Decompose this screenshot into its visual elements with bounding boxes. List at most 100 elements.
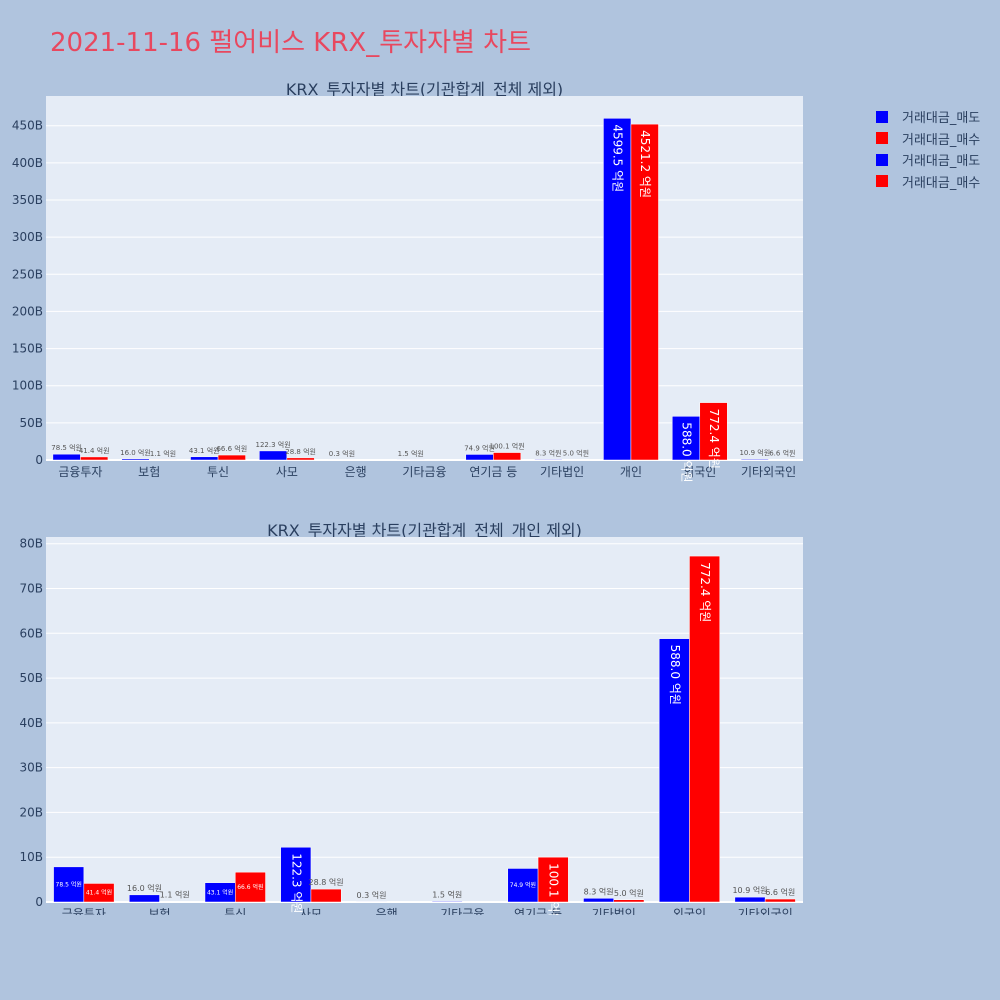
y-tick-label: 250B	[12, 267, 43, 281]
data-label: 122.3 억원	[256, 440, 291, 449]
x-tick-label: 보험	[138, 465, 160, 479]
bar-chart-excluding-institutions-and-individuals: KRX_투자자별 차트(기관합계_전체_개인 제외) 0 10B 20B 30B 40B 5…	[19, 521, 803, 915]
bar-buy	[83, 883, 115, 903]
legend-item-buy-2[interactable]: 거래대금_매수	[876, 171, 980, 193]
legend-swatch-sell	[876, 153, 888, 166]
data-label: 4599.5 억원	[611, 124, 625, 192]
data-label: 122.3 억원	[289, 853, 303, 913]
data-label: 1.1 억원	[160, 890, 190, 900]
data-label: 1.1 억원	[150, 449, 176, 458]
bar-buy	[537, 856, 569, 903]
data-label: 41.4 억원	[79, 446, 110, 455]
data-label: 100.1 억원	[547, 863, 561, 915]
legend-label: 거래대금_매도	[902, 154, 981, 170]
y-tick-label: 0	[35, 895, 43, 909]
bar-sell	[671, 416, 701, 461]
bar-sell	[740, 458, 769, 461]
legend-swatch-buy	[876, 175, 888, 188]
x-tick-label: 기타법인	[592, 907, 636, 915]
page-title: 2021-11-16 펄어비스 KRX_투자자별 차트	[50, 28, 532, 58]
bar-buy	[689, 555, 720, 903]
data-label: 5.0 억원	[563, 449, 589, 458]
bar-sell	[465, 454, 494, 461]
bar-sell	[52, 453, 81, 461]
y-tick-label: 40B	[19, 716, 43, 730]
x-tick-label: 사모	[276, 465, 298, 479]
x-tick-label: 연기금 등	[514, 907, 562, 915]
data-label: 43.1 억원	[207, 888, 233, 896]
legend-item-buy-1[interactable]: 거래대금_매수	[876, 128, 980, 150]
legend-swatch-sell	[876, 110, 888, 123]
bar-buy	[80, 456, 109, 461]
data-label: 5.0 억원	[614, 888, 644, 898]
x-tick-label: 은행	[376, 906, 398, 915]
data-label: 772.4 억원	[698, 562, 712, 622]
bar-sell	[583, 898, 614, 903]
x-tick-label: 외국인	[673, 907, 706, 915]
bar-buy	[286, 457, 315, 461]
data-label: 10.9 억원	[739, 448, 770, 457]
data-label: 16.0 억원	[120, 448, 151, 457]
data-label: 100.1 억원	[490, 442, 525, 451]
data-label: 0.3 억원	[329, 449, 355, 458]
y-tick-label: 80B	[19, 537, 43, 551]
legend-label: 거래대금_매도	[902, 111, 981, 127]
y-tick-label: 10B	[19, 850, 43, 864]
y-tick-label: 60B	[19, 626, 43, 640]
x-tick-label: 은행	[345, 464, 367, 479]
x-tick-label: 기타법인	[540, 465, 584, 479]
x-tick-label: 개인	[620, 465, 642, 479]
y-tick-label: 350B	[12, 193, 43, 207]
x-tick-label: 기타외국인	[738, 907, 793, 915]
y-tick-label: 50B	[19, 416, 43, 430]
x-tick-label: 보험	[149, 907, 171, 915]
bar-sell	[534, 459, 563, 461]
plot-area	[46, 96, 803, 460]
bar-buy	[764, 898, 796, 903]
data-label: 588.0 억원	[668, 645, 682, 705]
bar-sell	[603, 118, 632, 461]
chart-title: KRX_투자자별 차트(기관합계_전체_개인 제외)	[267, 521, 582, 541]
bar-sell	[190, 456, 219, 461]
y-tick-label: 200B	[12, 304, 43, 318]
x-tick-label: 기타금융	[440, 907, 484, 915]
data-label: 43.1 억원	[189, 446, 220, 455]
x-tick-label: 기타외국인	[741, 465, 796, 479]
bar-sell	[129, 894, 160, 903]
legend-label: 거래대금_매수	[902, 175, 981, 191]
x-tick-label: 금융투자	[62, 907, 106, 915]
legend[interactable]: 거래대금_매도 거래대금_매수 거래대금_매도 거래대금_매수	[876, 106, 980, 192]
bar-sell	[280, 846, 312, 903]
y-tick-label: 20B	[19, 805, 43, 819]
legend-label: 거래대금_매수	[902, 132, 981, 148]
data-label: 8.3 억원	[535, 448, 561, 457]
data-label: 78.5 억원	[51, 443, 82, 452]
x-tick-label: 기타금융	[402, 465, 446, 479]
bar-buy	[310, 888, 342, 903]
x-tick-label: 투신	[224, 907, 246, 915]
bar-buy	[493, 452, 522, 461]
y-tick-label: 450B	[12, 119, 43, 133]
legend-item-sell-2[interactable]: 거래대금_매도	[876, 149, 980, 171]
bar-sell	[734, 896, 766, 903]
y-tick-label: 400B	[12, 156, 43, 170]
data-label: 66.6 억원	[237, 883, 263, 891]
y-tick-label: 300B	[12, 230, 43, 244]
bar-sell	[259, 450, 288, 461]
data-label: 1.5 억원	[432, 889, 462, 899]
data-label: 78.5 억원	[56, 880, 82, 888]
bar-buy	[699, 402, 728, 461]
data-label: 74.9 억원	[464, 443, 495, 452]
y-tick-label: 0	[35, 453, 43, 467]
x-tick-label: 투신	[207, 465, 229, 479]
data-label: 1.5 억원	[398, 449, 424, 458]
data-label: 4521.2 억원	[638, 130, 652, 198]
data-label: 74.9 억원	[510, 881, 536, 889]
x-tick-label: 연기금 등	[469, 465, 517, 479]
data-label: 772.4 억원	[707, 409, 721, 469]
legend-item-sell-1[interactable]: 거래대금_매도	[876, 106, 980, 128]
data-label: 66.6 억원	[216, 444, 247, 453]
y-tick-label: 50B	[19, 671, 43, 685]
x-tick-label: 사모	[300, 907, 322, 915]
data-label: 8.3 억원	[584, 886, 614, 896]
